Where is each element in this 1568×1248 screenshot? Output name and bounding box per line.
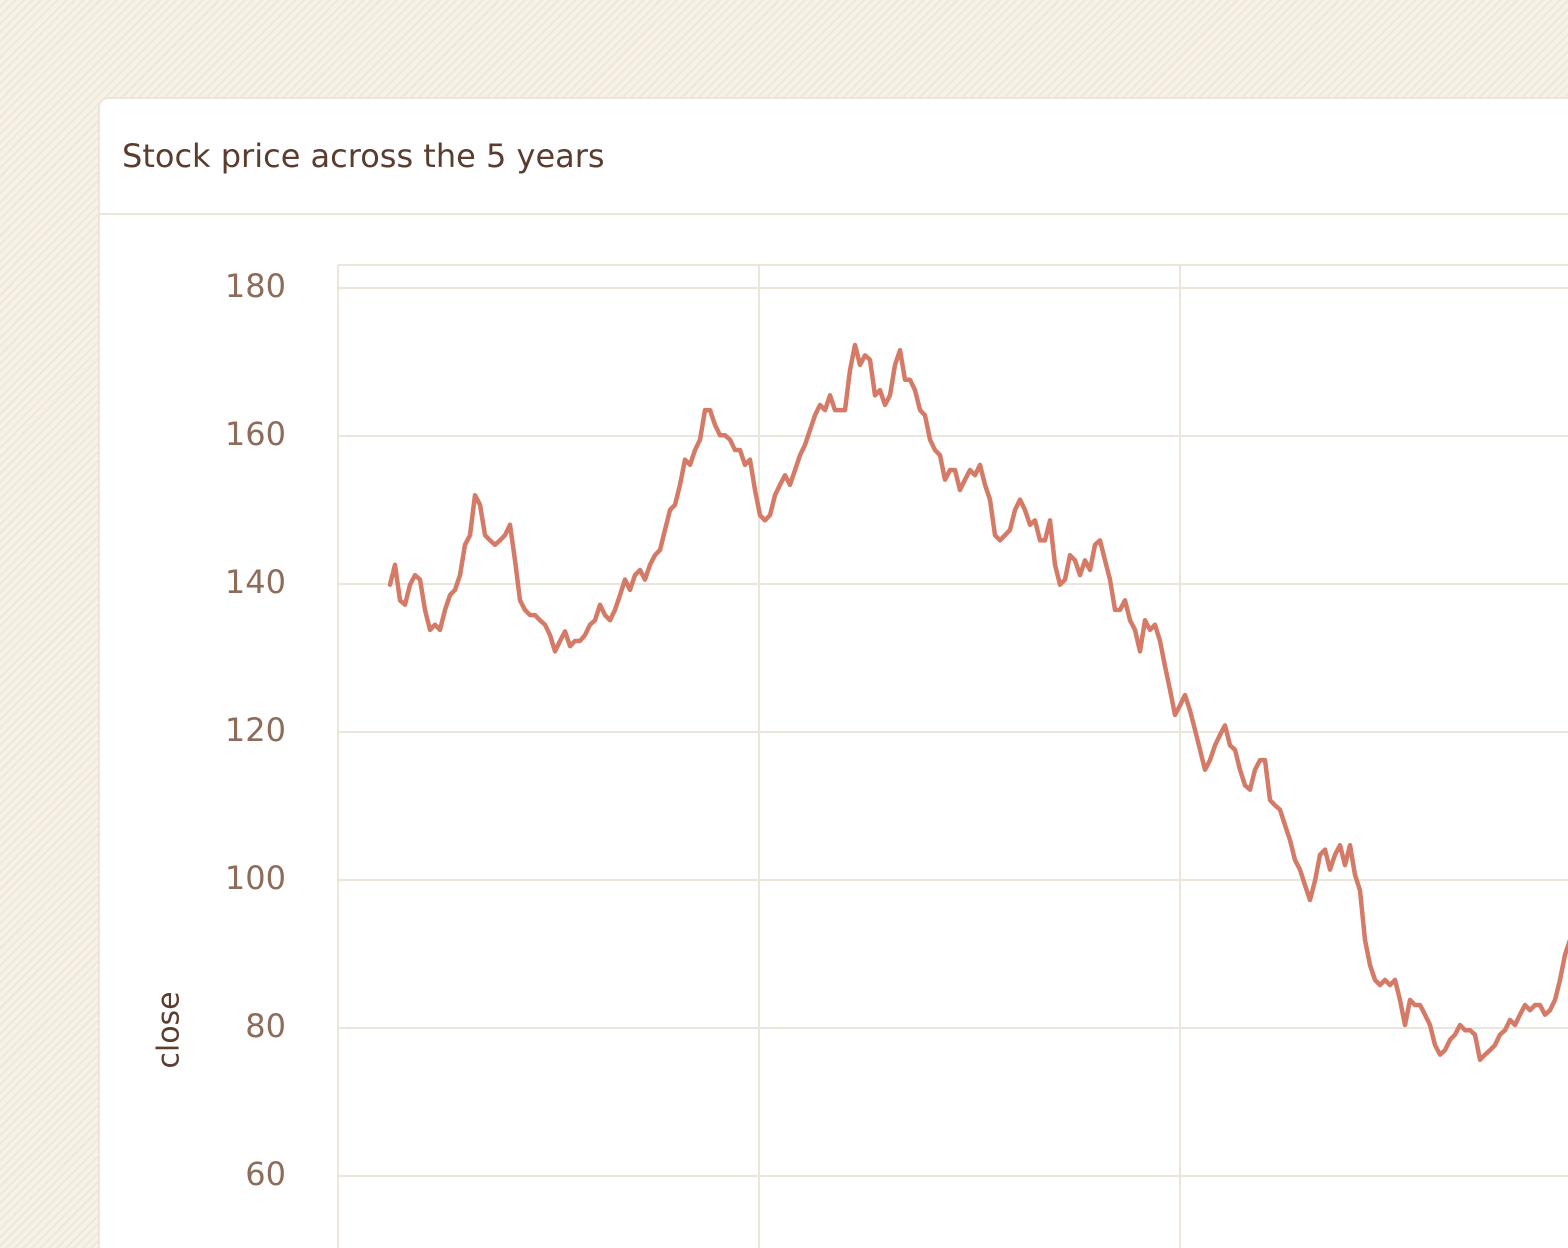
- y-tick-label: 80: [245, 1007, 286, 1045]
- y-tick-label: 160: [225, 415, 286, 453]
- grid: [337, 264, 1568, 1248]
- chart-title: Stock price across the 5 years: [122, 137, 605, 175]
- y-axis-label: close: [152, 991, 187, 1068]
- card-header: Stock price across the 5 years: [100, 99, 1568, 215]
- price-line: [387, 342, 1568, 1063]
- y-tick-label: 60: [245, 1155, 286, 1193]
- y-tick-label: 140: [225, 563, 286, 601]
- y-tick-label: 120: [225, 711, 286, 749]
- y-tick-label: 100: [225, 859, 286, 897]
- y-tick-label: 180: [225, 267, 286, 305]
